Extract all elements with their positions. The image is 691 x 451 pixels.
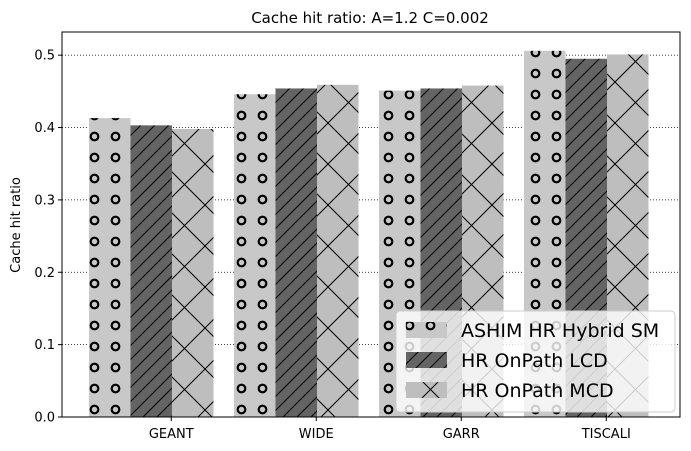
legend: ASHIM HR Hybrid SM HR OnPath LCD HR OnPath… — [395, 310, 676, 413]
y-tick-label: 0.2 — [34, 266, 55, 281]
y-tick-label: 0.3 — [34, 193, 55, 208]
legend-label-1: ASHIM HR Hybrid SM — [461, 320, 659, 342]
legend-swatch-3 — [406, 382, 447, 398]
bar-wide-series-3 — [317, 84, 359, 417]
bar-geant-series-2 — [130, 125, 172, 418]
chart-title: Cache hit ratio: A=1.2 C=0.002 — [251, 9, 489, 27]
plot-frame — [61, 31, 681, 418]
x-tick-label: TISCALI — [581, 427, 631, 442]
y-axis-ticks: 0.0 0.1 0.2 0.3 0.4 0.5 — [34, 49, 62, 426]
legend-frame — [395, 310, 676, 413]
x-tick-label: WIDE — [299, 427, 334, 442]
bar-geant-series-3 — [172, 128, 214, 417]
bar-wide-series-2 — [275, 88, 317, 418]
y-tick-label: 0.5 — [34, 49, 55, 64]
y-tick-label: 0.0 — [34, 411, 55, 426]
legend-swatch-1 — [406, 322, 447, 338]
legend-label-3: HR OnPath MCD — [461, 380, 614, 402]
y-axis-label: Cache hit ratio — [9, 177, 24, 273]
y-tick-label: 0.1 — [34, 338, 55, 353]
x-tick-label: GEANT — [149, 427, 194, 442]
bar-geant-series-1 — [89, 118, 131, 418]
legend-label-2: HR OnPath LCD — [461, 350, 608, 372]
bars — [89, 50, 649, 418]
bar-wide-series-1 — [234, 94, 276, 417]
x-axis-ticks: GEANT WIDE GARR TISCALI — [149, 417, 631, 442]
y-tick-label: 0.4 — [34, 121, 55, 136]
legend-swatch-2 — [406, 352, 447, 368]
x-tick-label: GARR — [443, 427, 480, 442]
